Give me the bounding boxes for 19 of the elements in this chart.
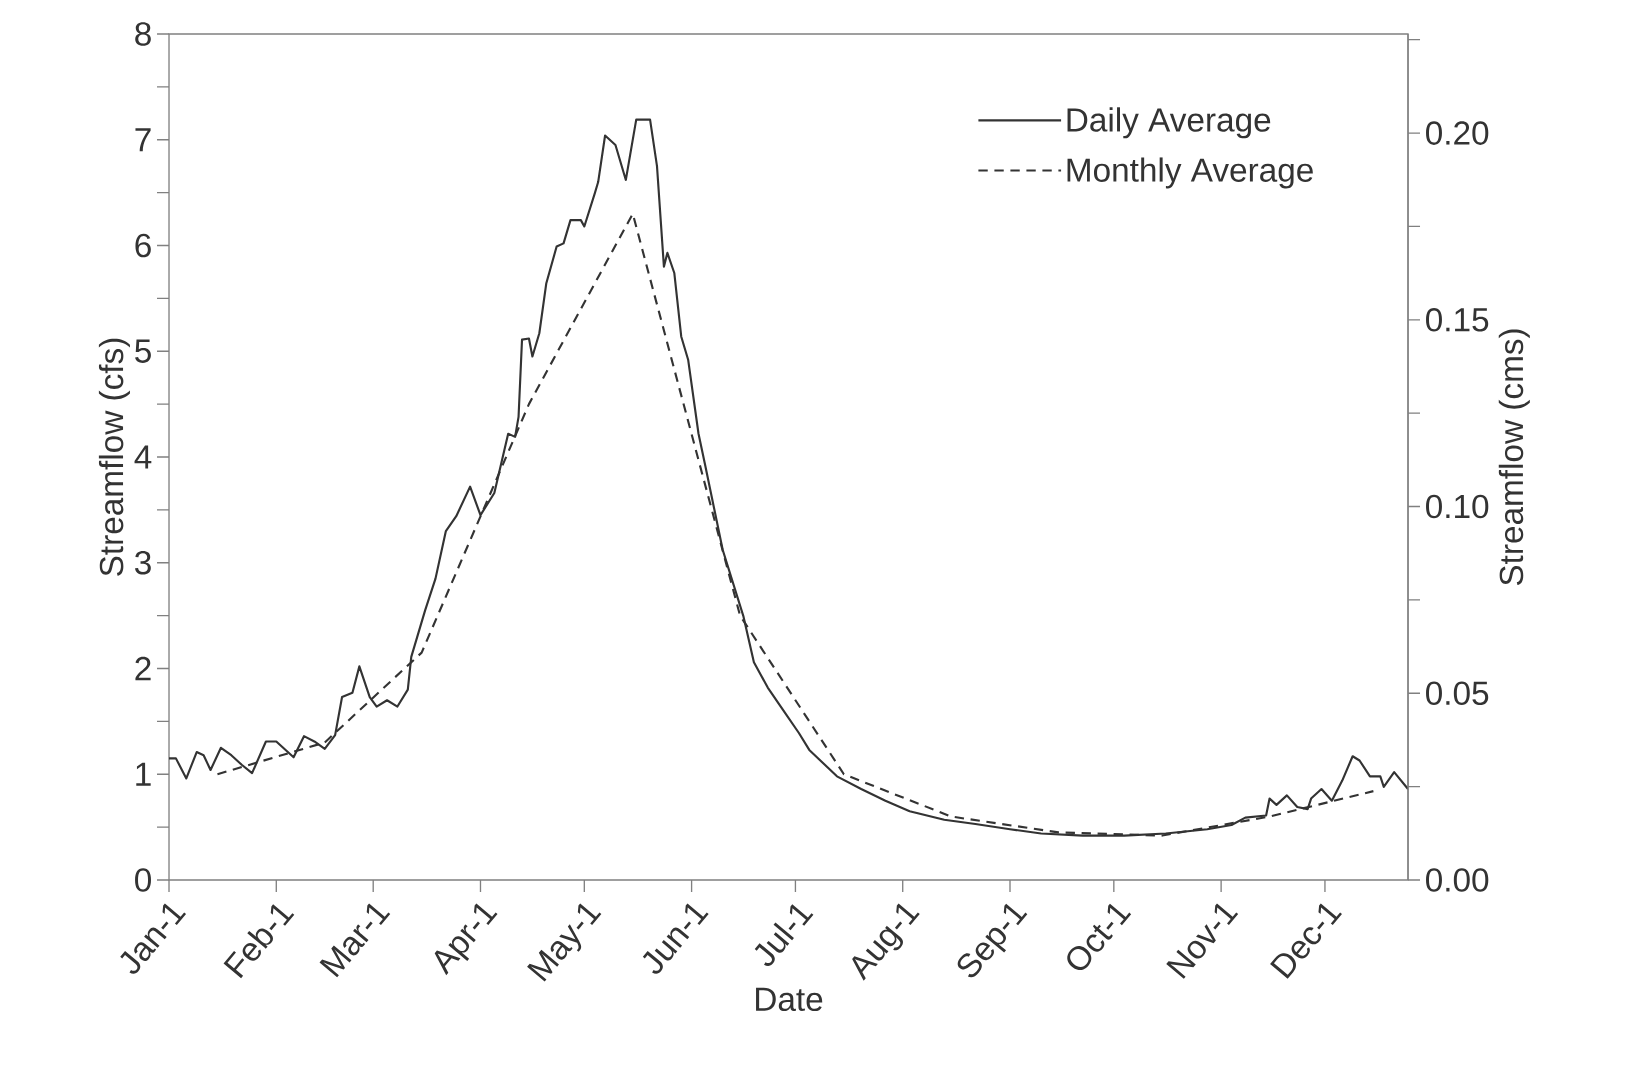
y-tick-label: 8 [135,22,151,46]
y-tick-label: 6 [135,233,151,258]
legend-label: Daily Average [1067,107,1271,139]
y2-tick-label: 0.00 [1426,868,1489,892]
y-tick-label: 7 [135,128,151,152]
y2-tick-label: 0.20 [1426,121,1489,145]
y2-axis-title: Streamflow (cms) [1498,329,1530,586]
y-tick-label: 3 [135,550,151,575]
y-tick-label: 2 [135,656,151,681]
y2-tick-label: 0.15 [1426,308,1489,332]
y-tick-label: 5 [135,339,151,363]
y2-tick-label: 0.10 [1426,494,1489,519]
legend-label: Monthly Average [1067,157,1313,189]
y-tick-label: 1 [136,762,151,786]
y-tick-label: 0 [135,868,151,892]
y-axis-title: Streamflow (cfs) [98,338,130,576]
y2-tick-label: 0.05 [1426,681,1489,706]
x-axis-title: Date [756,987,823,1012]
y-tick-label: 4 [134,445,152,469]
